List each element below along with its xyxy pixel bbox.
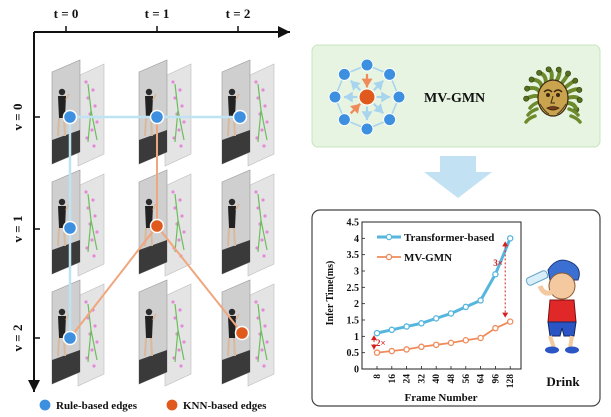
y-tick-label: 4: [354, 234, 359, 245]
model-box: MV-GMN: [311, 44, 601, 148]
frame-thumbnail: [138, 59, 192, 167]
y-tick-label: 4.5: [347, 218, 360, 229]
data-point-mvgmn: [388, 347, 396, 355]
data-point-mvgmn: [447, 339, 455, 347]
legend-rule-icon: [38, 398, 52, 412]
data-point-transformer: [388, 326, 396, 334]
y-tick-label: 1: [354, 332, 359, 343]
network-node: [383, 113, 397, 127]
network-node: [360, 58, 374, 72]
data-point-transformer: [477, 297, 484, 304]
data-point-transformer: [447, 310, 455, 317]
knn-node: [234, 325, 250, 341]
time-label-1: t = 1: [145, 6, 170, 21]
network-center-node: [358, 88, 376, 106]
legend-transformer: Transformer-based: [404, 232, 494, 244]
frame-grid: t = 0 t = 1 t = 2 v = 0 v = 1 v = 2: [10, 6, 290, 392]
data-point-transformer: [403, 323, 410, 330]
legend-knn-icon: [165, 398, 179, 412]
medusa-head-icon: [523, 66, 583, 124]
data-point-mvgmn: [492, 324, 499, 332]
rule-node: [149, 109, 165, 125]
network-node: [360, 122, 374, 136]
data-point-transformer: [506, 235, 514, 242]
rule-node: [62, 330, 78, 346]
frame-thumbnail: [138, 279, 192, 387]
network-node: [337, 67, 351, 81]
data-point-mvgmn: [403, 346, 410, 353]
frame-thumbnail: [51, 169, 105, 277]
time-label-2: t = 2: [226, 6, 251, 21]
data-point-transformer: [418, 320, 425, 327]
y-tick-label: 1.5: [347, 316, 360, 327]
network-node: [337, 113, 351, 127]
frame-thumbnail: [221, 169, 275, 277]
action-caption: Drink: [546, 374, 580, 389]
knn-edge-3: [156, 225, 243, 334]
rule-node: [232, 109, 248, 125]
plot-area: [361, 221, 522, 370]
model-title: MV-GMN: [424, 91, 485, 106]
series-line-mvgmn: [376, 320, 511, 354]
down-arrow-icon: [424, 156, 492, 198]
y-tick-label: 2.5: [347, 283, 360, 294]
network-node: [328, 90, 342, 104]
y-tick-label: 2: [354, 299, 359, 310]
frame-thumbnail: [221, 59, 275, 167]
data-point-transformer: [492, 271, 499, 278]
x-tick-label: 56: [462, 374, 472, 384]
network-node: [383, 67, 397, 81]
x-tick-label: 32: [417, 374, 427, 384]
legend-knn-label: KNN-based edges: [183, 400, 267, 412]
x-tick-label: 8: [373, 374, 383, 379]
x-tick-label: 64: [477, 374, 487, 384]
frame-thumbnail: [51, 59, 105, 167]
series-line-transformer: [376, 237, 512, 335]
data-point-mvgmn: [477, 334, 484, 342]
x-tick-label: 40: [432, 374, 442, 384]
y-axis-label: Infer Time(ms): [325, 261, 336, 326]
knn-edge-2: [69, 225, 158, 339]
data-point-mvgmn: [506, 318, 514, 325]
view-label-2: v = 2: [10, 325, 25, 352]
graph-network-icon: [328, 58, 406, 136]
x-axis-label: Frame Number: [404, 392, 477, 404]
data-point-transformer: [432, 315, 440, 322]
data-point-mvgmn: [373, 349, 381, 356]
rule-node: [62, 220, 78, 236]
y-tick-label: 3: [354, 267, 359, 278]
time-label-0: t = 0: [54, 6, 79, 21]
frame-thumbnail: [51, 279, 105, 387]
x-tick-label: 24: [403, 374, 413, 384]
chart-legend: Transformer-based MV-GMN: [377, 232, 494, 264]
legend-rule-label: Rule-based edges: [56, 400, 138, 412]
x-tick-label: 48: [447, 374, 457, 384]
speedup-3x-label: 3×: [493, 258, 503, 268]
data-point-transformer: [462, 303, 470, 311]
data-point-mvgmn: [462, 337, 470, 344]
view-label-0: v = 0: [10, 104, 25, 131]
data-point-transformer: [373, 329, 381, 337]
child-drinking-icon: [525, 259, 580, 354]
x-tick-label: 96: [491, 374, 501, 384]
infer-time-chart: 0 0.5 1 1.5 2 2.5 3 3.5 4 4.5 8 16 24 32 40 48 56 64 96 128…: [325, 218, 522, 404]
y-tick-label: 0.5: [347, 348, 360, 359]
result-box: 0 0.5 1 1.5 2 2.5 3 3.5 4 4.5 8 16 24 32 40 48 56 64 96 128…: [311, 209, 601, 407]
rule-node: [62, 109, 78, 125]
x-tick-label: 128: [506, 374, 516, 389]
knn-node: [149, 218, 165, 234]
legend-mvgmn: MV-GMN: [404, 252, 452, 264]
data-point-mvgmn: [432, 341, 440, 349]
data-point-mvgmn: [418, 343, 425, 351]
y-tick-label: 3.5: [347, 250, 360, 261]
speedup-2x-label: 2×: [376, 338, 386, 348]
edge-legend: Rule-based edges KNN-based edges: [38, 398, 267, 412]
network-node: [392, 90, 406, 104]
view-label-1: v = 1: [10, 216, 25, 243]
y-tick-label: 0: [354, 365, 359, 376]
x-tick-label: 16: [388, 374, 398, 384]
